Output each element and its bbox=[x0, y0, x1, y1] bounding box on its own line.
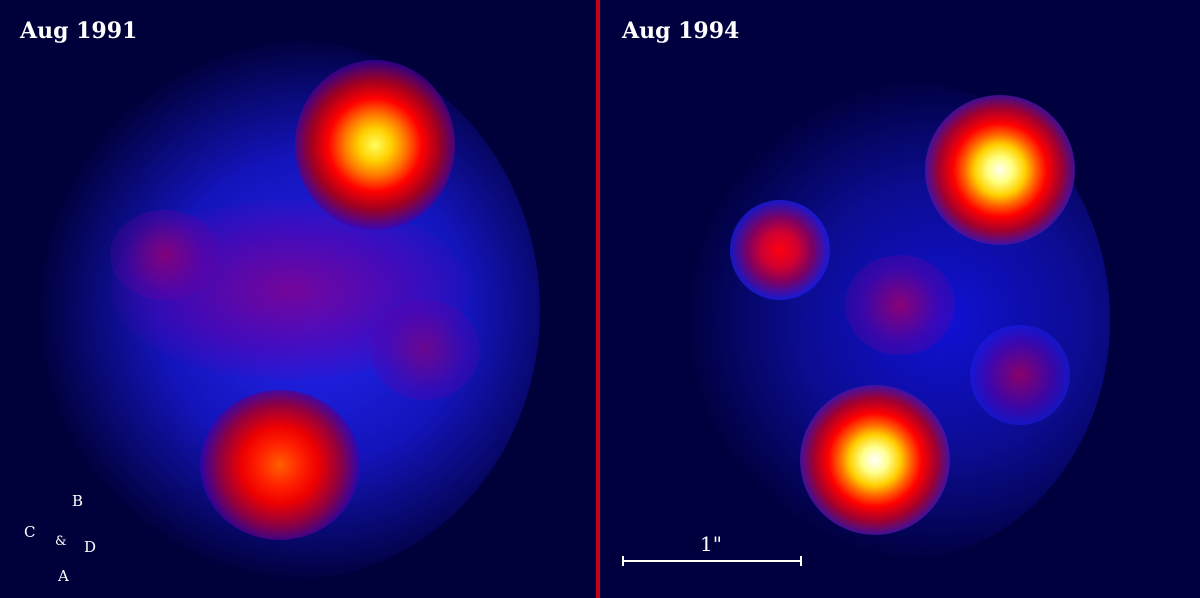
scale-bar bbox=[622, 556, 802, 566]
lensed-image-d bbox=[970, 325, 1070, 425]
compass-label-c: C bbox=[24, 523, 36, 541]
lensed-image-a bbox=[800, 385, 950, 535]
panel-divider bbox=[596, 0, 600, 598]
compass-label-d: D bbox=[84, 538, 97, 556]
lensed-image-a bbox=[200, 390, 360, 540]
lensed-image-b bbox=[295, 60, 455, 230]
lens-galaxy bbox=[845, 255, 955, 355]
lensed-image-b bbox=[925, 95, 1075, 245]
lensed-image-c bbox=[110, 210, 220, 300]
compass-label-center: & bbox=[55, 534, 67, 549]
scale-bar-label: 1" bbox=[700, 532, 722, 556]
epoch-label: Aug 1994 bbox=[622, 18, 740, 44]
compass-label-b: B bbox=[72, 492, 84, 510]
lensed-image-d bbox=[370, 300, 480, 400]
image-panel-1994: Aug 1994 1" bbox=[600, 0, 1200, 598]
image-panel-1991: Aug 1991 B C & D A bbox=[0, 0, 596, 598]
lensed-image-c bbox=[730, 200, 830, 300]
compass-label-a: A bbox=[58, 567, 69, 585]
epoch-label: Aug 1991 bbox=[20, 18, 138, 44]
